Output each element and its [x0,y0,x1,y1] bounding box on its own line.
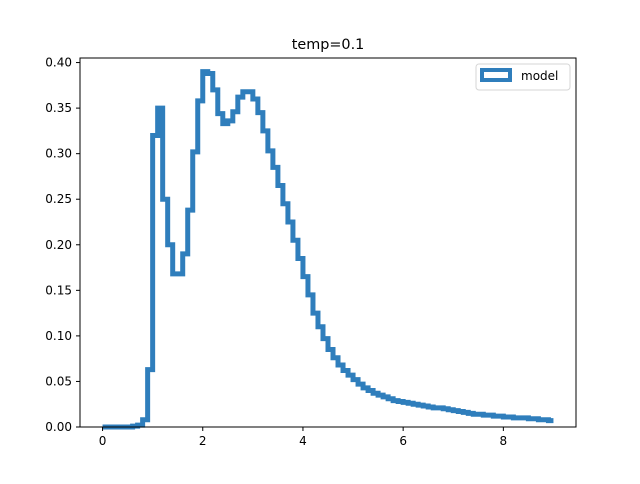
y-tick-label: 0.30 [45,147,72,161]
y-tick-label: 0.05 [45,374,72,388]
legend-label-model: model [521,69,558,83]
x-tick-label: 6 [399,434,407,448]
series-model-step-line [102,69,554,430]
plot-frame [79,57,577,428]
plot-area [102,69,554,430]
x-tick-label: 2 [199,434,207,448]
y-axis: 0.00 0.05 0.10 0.15 0.20 0.25 0.30 0.35 0.40 [45,56,80,434]
x-axis: 0 2 4 6 8 [99,427,507,448]
y-tick-label: 0.15 [45,283,72,297]
y-tick-label: 0.00 [45,420,72,434]
chart-title: temp=0.1 [292,37,365,53]
y-tick-label: 0.10 [45,329,72,343]
y-tick-label: 0.35 [45,101,72,115]
y-tick-label: 0.25 [45,192,72,206]
x-tick-label: 0 [99,434,107,448]
legend-swatch [480,68,512,82]
x-tick-label: 4 [299,434,307,448]
y-tick-label: 0.40 [45,56,72,70]
y-tick-label: 0.20 [45,238,72,252]
legend: model [475,63,571,91]
x-tick-label: 8 [500,434,508,448]
